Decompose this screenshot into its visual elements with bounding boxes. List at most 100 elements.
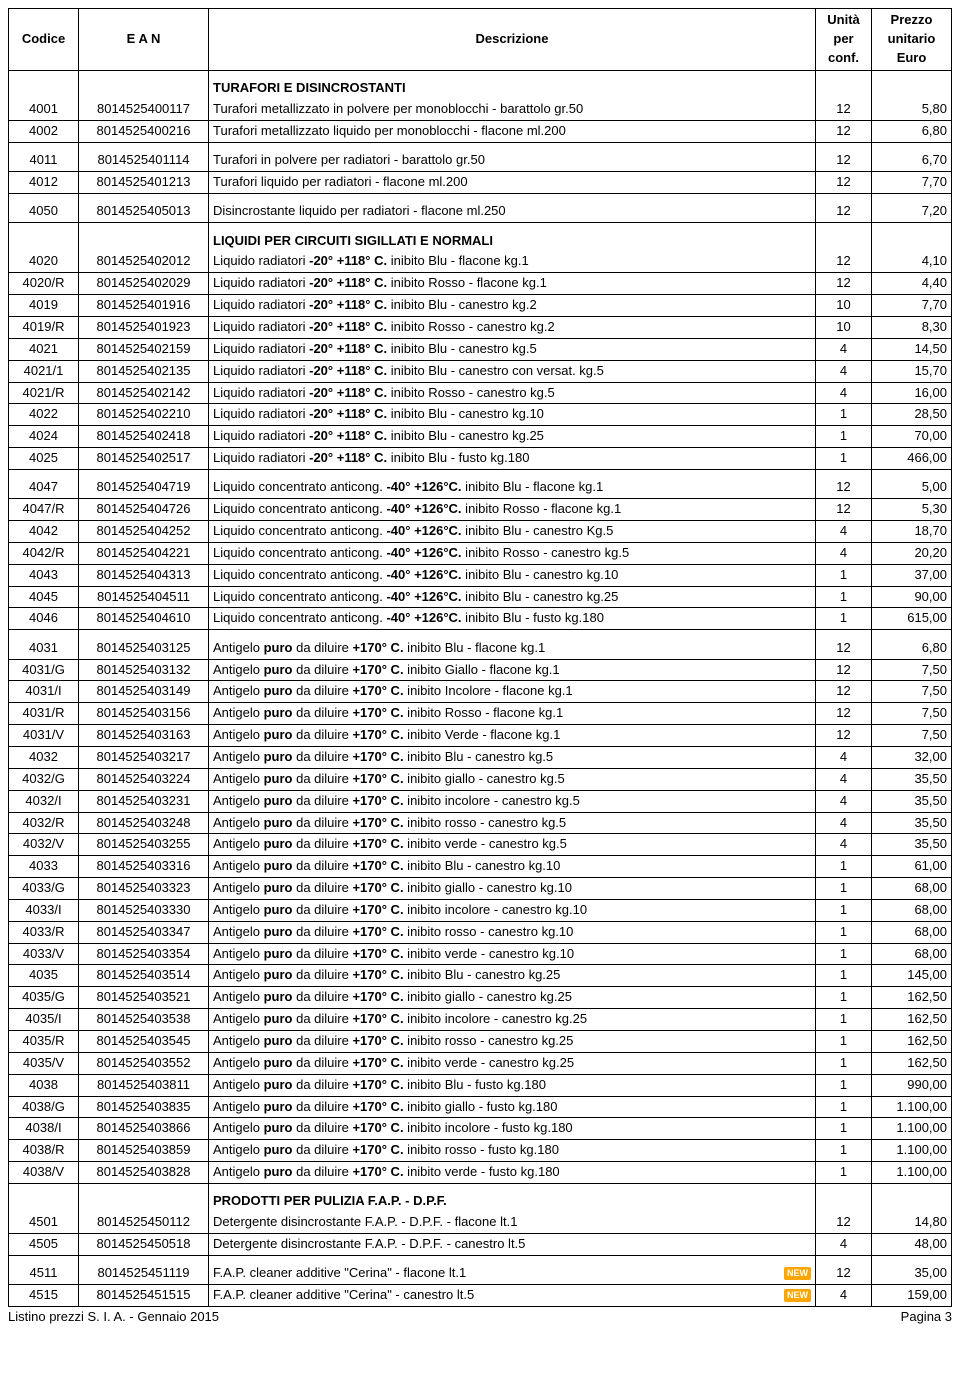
cell-codice: 4035/R <box>9 1030 79 1052</box>
spacer-row <box>9 223 952 231</box>
cell-ean: 8014525403538 <box>79 1009 209 1031</box>
cell <box>872 70 952 78</box>
table-row: 40228014525402210Liquido radiatori -20° … <box>9 404 952 426</box>
cell-unita: 4 <box>816 338 872 360</box>
cell-unita: 12 <box>816 251 872 272</box>
table-row: 4032/R8014525403248Antigelo puro da dilu… <box>9 812 952 834</box>
section-title: LIQUIDI PER CIRCUITI SIGILLATI E NORMALI <box>209 231 816 252</box>
cell-ean: 8014525402135 <box>79 360 209 382</box>
spacer-row <box>9 1255 952 1263</box>
table-row: 4035/R8014525403545Antigelo puro da dilu… <box>9 1030 952 1052</box>
cell-codice: 4001 <box>9 99 79 120</box>
cell-unita: 1 <box>816 1162 872 1184</box>
cell-prezzo: 14,50 <box>872 338 952 360</box>
cell-desc: Liquido concentrato anticong. -40° +126°… <box>209 477 816 498</box>
cell-unita: 12 <box>816 659 872 681</box>
table-row: 40508014525405013Disincrostante liquido … <box>9 201 952 222</box>
cell-ean: 8014525403828 <box>79 1162 209 1184</box>
cell-desc: Antigelo puro da diluire +170° C. inibit… <box>209 768 816 790</box>
cell-desc: Liquido radiatori -20° +118° C. inibito … <box>209 448 816 470</box>
cell-ean: 8014525403859 <box>79 1140 209 1162</box>
cell-ean: 8014525402159 <box>79 338 209 360</box>
table-row: 40248014525402418Liquido radiatori -20° … <box>9 426 952 448</box>
cell-unita: 4 <box>816 768 872 790</box>
cell-prezzo: 162,50 <box>872 1052 952 1074</box>
cell <box>9 78 79 99</box>
cell-unita: 12 <box>816 477 872 498</box>
cell-unita: 10 <box>816 316 872 338</box>
cell-codice: 4033/V <box>9 943 79 965</box>
cell <box>209 70 816 78</box>
cell-codice: 4019/R <box>9 316 79 338</box>
section-title-row: PRODOTTI PER PULIZIA F.A.P. - D.P.F. <box>9 1191 952 1212</box>
cell <box>9 193 79 201</box>
cell-ean: 8014525403545 <box>79 1030 209 1052</box>
cell-unita: 1 <box>816 878 872 900</box>
section-title: TURAFORI E DISINCROSTANTI <box>209 78 816 99</box>
table-row: 40018014525400117Turafori metallizzato i… <box>9 99 952 120</box>
cell-desc: Antigelo puro da diluire +170° C. inibit… <box>209 878 816 900</box>
cell <box>816 630 872 638</box>
cell-codice: 4511 <box>9 1263 79 1284</box>
cell-unita: 1 <box>816 1140 872 1162</box>
cell-prezzo: 68,00 <box>872 878 952 900</box>
cell-prezzo: 162,50 <box>872 987 952 1009</box>
cell-ean: 8014525403866 <box>79 1118 209 1140</box>
cell <box>816 1183 872 1191</box>
col-header-prezzo: Prezzo unitario Euro <box>872 9 952 71</box>
table-row: 40218014525402159Liquido radiatori -20° … <box>9 338 952 360</box>
cell <box>816 231 872 252</box>
table-row: 4021/18014525402135Liquido radiatori -20… <box>9 360 952 382</box>
cell <box>872 469 952 477</box>
cell-unita: 12 <box>816 1212 872 1233</box>
cell <box>872 231 952 252</box>
cell-unita: 4 <box>816 790 872 812</box>
cell <box>816 469 872 477</box>
cell-desc: Liquido radiatori -20° +118° C. inibito … <box>209 382 816 404</box>
table-row: 4033/R8014525403347Antigelo puro da dilu… <box>9 921 952 943</box>
cell-unita: 12 <box>816 273 872 295</box>
cell-codice: 4035/G <box>9 987 79 1009</box>
table-row: 45018014525450112Detergente disincrostan… <box>9 1212 952 1233</box>
cell-codice: 4035/I <box>9 1009 79 1031</box>
cell-ean: 8014525403811 <box>79 1074 209 1096</box>
cell-prezzo: 1.100,00 <box>872 1140 952 1162</box>
cell <box>9 142 79 150</box>
cell-desc: Liquido radiatori -20° +118° C. inibito … <box>209 295 816 317</box>
cell <box>209 223 816 231</box>
cell-ean: 8014525404610 <box>79 608 209 630</box>
cell-prezzo: 6,80 <box>872 120 952 142</box>
cell-unita: 1 <box>816 448 872 470</box>
cell-prezzo: 16,00 <box>872 382 952 404</box>
table-row: 4020/R8014525402029Liquido radiatori -20… <box>9 273 952 295</box>
cell-desc: Turafori metallizzato liquido per monobl… <box>209 120 816 142</box>
cell-codice: 4031 <box>9 638 79 659</box>
cell-codice: 4032/V <box>9 834 79 856</box>
cell-ean: 8014525405013 <box>79 201 209 222</box>
table-row: 4031/V8014525403163Antigelo puro da dilu… <box>9 725 952 747</box>
cell-codice: 4032/I <box>9 790 79 812</box>
cell-ean: 8014525404511 <box>79 586 209 608</box>
cell-ean: 8014525403224 <box>79 768 209 790</box>
cell-ean: 8014525403255 <box>79 834 209 856</box>
cell-ean: 8014525450518 <box>79 1234 209 1256</box>
table-row: 40118014525401114Turafori in polvere per… <box>9 150 952 171</box>
cell-prezzo: 37,00 <box>872 564 952 586</box>
cell-unita: 12 <box>816 703 872 725</box>
cell <box>872 193 952 201</box>
cell-ean: 8014525451515 <box>79 1285 209 1307</box>
cell-prezzo: 7,50 <box>872 681 952 703</box>
table-row: 4033/I8014525403330Antigelo puro da dilu… <box>9 899 952 921</box>
cell <box>872 78 952 99</box>
cell-desc: Liquido concentrato anticong. -40° +126°… <box>209 542 816 564</box>
cell <box>79 193 209 201</box>
cell-codice: 4042/R <box>9 542 79 564</box>
spacer-row <box>9 630 952 638</box>
cell-unita: 1 <box>816 586 872 608</box>
table-row: 40388014525403811Antigelo puro da diluir… <box>9 1074 952 1096</box>
cell-unita: 4 <box>816 1234 872 1256</box>
cell <box>9 231 79 252</box>
col-header-desc: Descrizione <box>209 9 816 71</box>
cell <box>9 1183 79 1191</box>
cell-desc: Antigelo puro da diluire +170° C. inibit… <box>209 987 816 1009</box>
